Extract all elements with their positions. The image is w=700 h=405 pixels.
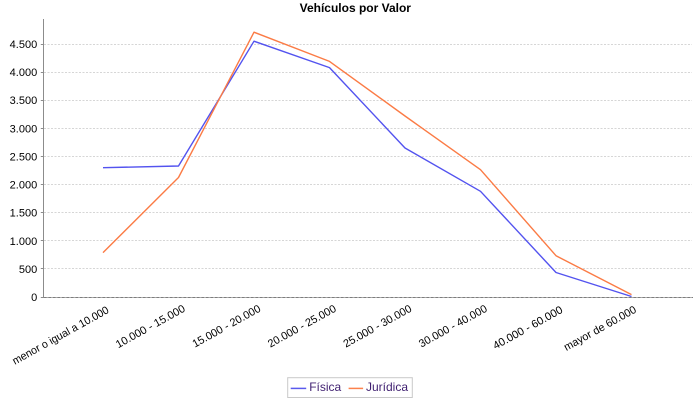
- svg-text:3.500: 3.500: [10, 95, 38, 107]
- svg-text:25.000 - 30.000: 25.000 - 30.000: [341, 303, 413, 350]
- svg-text:2.000: 2.000: [10, 180, 38, 192]
- svg-text:Jurídica: Jurídica: [366, 380, 408, 394]
- svg-text:2.500: 2.500: [10, 151, 38, 163]
- svg-text:3.000: 3.000: [10, 123, 38, 135]
- svg-text:0: 0: [31, 292, 37, 304]
- svg-text:1.000: 1.000: [10, 236, 38, 248]
- svg-text:Física: Física: [309, 380, 341, 394]
- svg-text:10.000 - 15.000: 10.000 - 15.000: [114, 303, 188, 351]
- svg-text:Vehículos por Valor: Vehículos por Valor: [300, 1, 412, 15]
- svg-text:4.500: 4.500: [10, 39, 38, 51]
- svg-text:4.000: 4.000: [10, 67, 38, 79]
- svg-text:menor o igual a 10.000: menor o igual a 10.000: [11, 304, 112, 367]
- svg-text:1.500: 1.500: [10, 208, 38, 220]
- svg-text:40.000 - 60.000: 40.000 - 60.000: [491, 304, 565, 352]
- svg-text:mayor de 60.000: mayor de 60.000: [562, 304, 639, 354]
- svg-text:30.000 - 40.000: 30.000 - 40.000: [417, 303, 489, 350]
- svg-text:15.000 - 20.000: 15.000 - 20.000: [190, 303, 262, 350]
- svg-text:20.000 - 25.000: 20.000 - 25.000: [266, 303, 338, 350]
- svg-text:500: 500: [19, 264, 37, 276]
